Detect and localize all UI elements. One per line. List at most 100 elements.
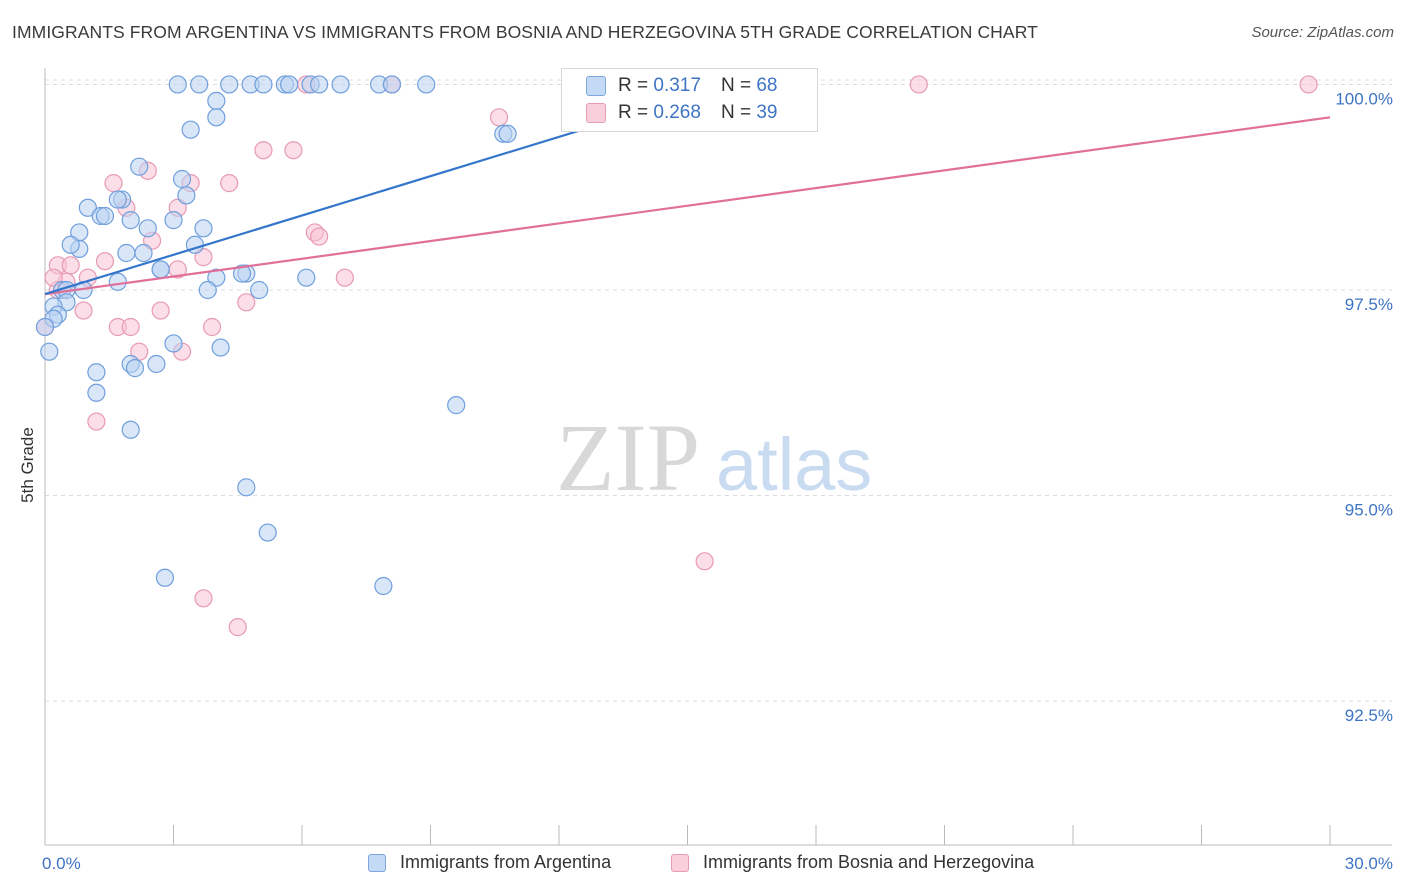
bosnia-trend-line bbox=[44, 116, 1331, 296]
bosnia-point bbox=[44, 268, 63, 287]
argentina-point bbox=[382, 75, 402, 94]
argentina-point bbox=[232, 264, 252, 283]
stats-row-bosnia: R = 0.268 N = 39 bbox=[586, 100, 778, 126]
argentina-point bbox=[95, 206, 115, 226]
bosnia-point bbox=[228, 618, 247, 637]
bottom-legend: Immigrants from Argentina Immigrants fro… bbox=[0, 852, 1406, 878]
stats-n-value: 68 bbox=[756, 75, 778, 96]
x-tick-label-max: 30.0% bbox=[1345, 854, 1393, 873]
argentina-point bbox=[254, 75, 273, 94]
bosnia-point bbox=[237, 293, 256, 312]
bosnia-point bbox=[1299, 75, 1318, 94]
argentina-point bbox=[151, 260, 170, 279]
stats-swatch-bosnia bbox=[586, 103, 606, 123]
y-tick-label: 100.0% bbox=[1335, 89, 1393, 108]
bosnia-point bbox=[61, 256, 80, 275]
argentina-point bbox=[35, 317, 55, 337]
argentina-point bbox=[61, 235, 80, 254]
argentina-point bbox=[207, 108, 226, 127]
argentina-point bbox=[447, 396, 466, 415]
stats-r-value: 0.268 bbox=[653, 102, 701, 123]
argentina-point bbox=[87, 363, 106, 382]
legend-label-argentina: Immigrants from Argentina bbox=[400, 852, 612, 872]
bosnia-point bbox=[95, 252, 115, 271]
argentina-point bbox=[331, 75, 350, 94]
argentina-point bbox=[164, 334, 183, 353]
argentina-point bbox=[108, 190, 127, 209]
stats-r-label: R = bbox=[618, 75, 649, 96]
bosnia-point bbox=[202, 317, 222, 337]
bosnia-point bbox=[909, 75, 928, 94]
bosnia-point bbox=[220, 174, 239, 193]
argentina-point bbox=[237, 478, 256, 497]
series-bosnia-points bbox=[35, 75, 1318, 637]
argentina-point bbox=[121, 420, 140, 439]
argentina-point bbox=[40, 342, 59, 361]
stats-row-argentina: R = 0.317 N = 68 bbox=[586, 73, 778, 99]
y-axis-label: 5th Grade bbox=[18, 427, 37, 503]
chart-title: IMMIGRANTS FROM ARGENTINA VS IMMIGRANTS … bbox=[12, 22, 1038, 42]
x-tick-labels: 0.0% 30.0% bbox=[42, 854, 1393, 873]
bosnia-point bbox=[335, 268, 354, 287]
source-label: Source: ZipAtlas.com bbox=[1251, 24, 1394, 41]
argentina-point bbox=[498, 124, 517, 143]
argentina-point bbox=[117, 243, 136, 263]
argentina-point bbox=[78, 198, 97, 217]
bosnia-point bbox=[695, 552, 714, 571]
legend-swatch-bosnia bbox=[671, 853, 689, 872]
bosnia-point bbox=[121, 317, 140, 337]
argentina-point bbox=[280, 75, 299, 94]
argentina-point bbox=[130, 157, 149, 176]
stats-n-label: N = bbox=[720, 102, 752, 123]
bosnia-point bbox=[87, 412, 106, 431]
argentina-point bbox=[134, 243, 153, 263]
argentina-point bbox=[417, 75, 436, 94]
argentina-point bbox=[220, 75, 239, 94]
stats-r-value: 0.317 bbox=[653, 75, 701, 96]
stats-n-value: 39 bbox=[756, 102, 778, 123]
x-tick-label-min: 0.0% bbox=[42, 854, 81, 873]
watermark: ZIP atlas bbox=[556, 404, 872, 511]
argentina-point bbox=[211, 338, 230, 357]
argentina-point bbox=[172, 169, 192, 189]
argentina-point bbox=[121, 211, 140, 230]
legend-item-bosnia[interactable]: Immigrants from Bosnia and Herzegovina bbox=[671, 852, 1034, 873]
legend-item-argentina[interactable]: Immigrants from Argentina bbox=[368, 852, 611, 873]
argentina-point bbox=[164, 211, 183, 230]
stats-n-label: N = bbox=[720, 75, 752, 96]
y-tick-label: 95.0% bbox=[1345, 501, 1393, 520]
argentina-point bbox=[310, 75, 329, 94]
stats-swatch-argentina bbox=[586, 76, 606, 96]
watermark-zip: ZIP bbox=[556, 404, 700, 511]
argentina-point bbox=[374, 576, 393, 596]
argentina-point bbox=[125, 359, 145, 378]
bosnia-point bbox=[194, 248, 213, 267]
y-tick-labels: 92.5% 95.0% 97.5% 100.0% bbox=[1335, 89, 1393, 725]
bosnia-point bbox=[151, 301, 170, 320]
argentina-point bbox=[250, 280, 269, 300]
argentina-point bbox=[155, 568, 175, 587]
axes bbox=[44, 68, 1392, 846]
argentina-point bbox=[190, 75, 209, 94]
argentina-point bbox=[168, 75, 187, 94]
argentina-point bbox=[198, 280, 217, 300]
watermark-atlas: atlas bbox=[716, 423, 872, 506]
argentina-point bbox=[87, 383, 106, 402]
argentina-point bbox=[108, 272, 127, 291]
argentina-point bbox=[181, 120, 200, 139]
bosnia-point bbox=[74, 301, 93, 320]
argentina-point bbox=[207, 268, 226, 287]
bosnia-point bbox=[284, 141, 303, 160]
bosnia-point bbox=[104, 174, 123, 193]
bosnia-point bbox=[489, 108, 509, 127]
stats-r-label: R = bbox=[618, 102, 649, 123]
argentina-point bbox=[177, 186, 196, 205]
stats-legend: R = 0.317 N = 68 R = 0.268 N = 39 bbox=[561, 68, 818, 132]
argentina-point bbox=[297, 268, 316, 287]
bosnia-point bbox=[254, 141, 273, 160]
y-tick-label: 97.5% bbox=[1345, 295, 1393, 314]
legend-swatch-argentina bbox=[368, 853, 386, 872]
series-argentina-points bbox=[35, 75, 817, 596]
argentina-point bbox=[207, 91, 226, 110]
